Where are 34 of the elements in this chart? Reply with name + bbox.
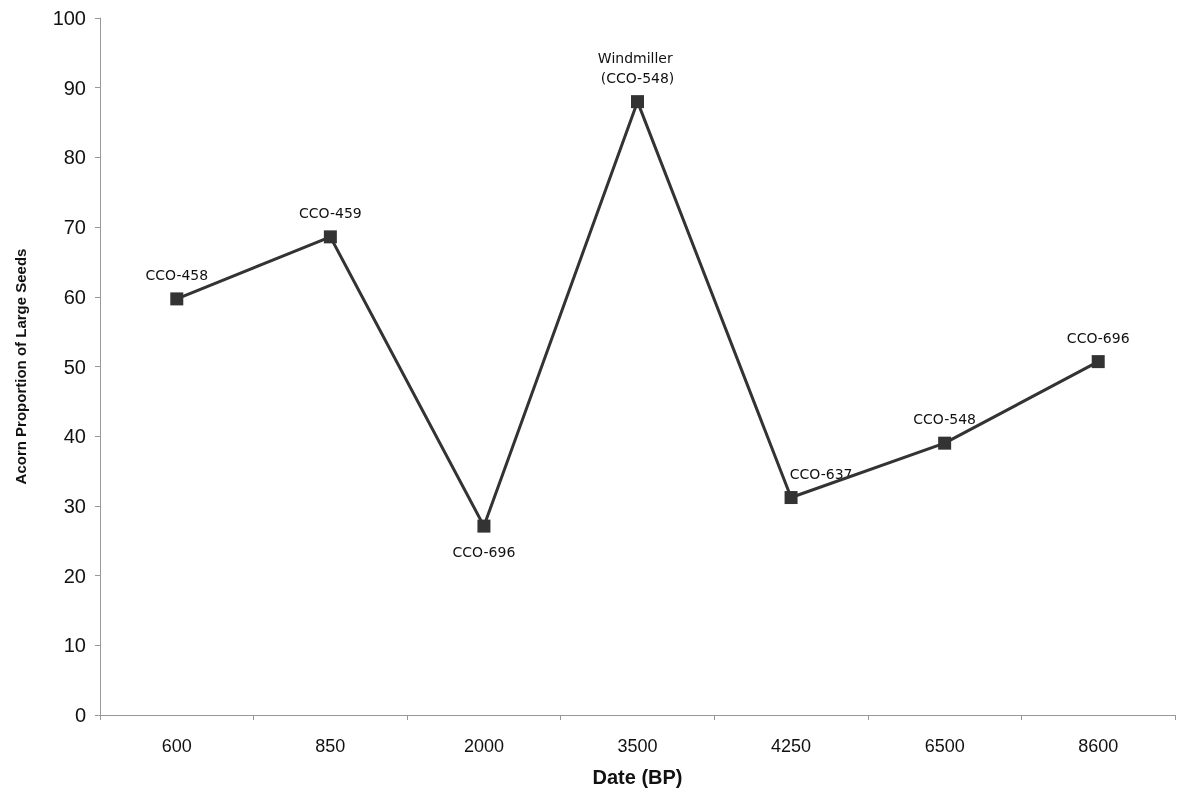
point [938,436,952,450]
point [323,230,337,244]
y-tick-label: 60 [63,285,86,308]
y-tick-label: 50 [63,355,86,378]
x-tick-label: 8600 [1078,736,1119,756]
annotation: CCO-696 [1066,329,1130,346]
y-tick-label: 20 [63,564,86,587]
y-tick-label: 90 [63,76,86,99]
annotation: CCO-637 [789,465,853,482]
point [1091,355,1105,369]
x-tick-label: 4250 [771,736,812,756]
x-tick-label: 2000 [463,736,504,756]
y-tick-label: 10 [63,634,86,657]
x-tick-label: 3500 [617,736,658,756]
annotation: CCO-696 [452,544,516,561]
y-tick-label: 0 [74,704,86,726]
y-tick-label: 80 [63,146,86,169]
x-axis-title: Date (BP) [592,766,683,788]
annotation: Windmiller (CCO-548) [597,49,678,86]
y-tick-label: 40 [63,425,86,448]
x-tick-label: 600 [161,736,192,756]
y-tick-label: 100 [52,7,86,29]
y-tick-label: 30 [63,494,86,517]
point [631,95,644,109]
y-tick-label: 70 [63,216,86,239]
point [784,491,798,505]
y-axis-title: Acorn Proportion of Large Seeds [12,248,29,485]
point [477,519,491,533]
x-tick-label: 850 [315,736,346,756]
x-tick-label: 6500 [924,736,965,756]
annotation: CCO-458 [145,266,209,283]
point [170,292,184,306]
annotation: CCO-459 [298,204,362,221]
annotation: CCO-548 [913,411,977,428]
